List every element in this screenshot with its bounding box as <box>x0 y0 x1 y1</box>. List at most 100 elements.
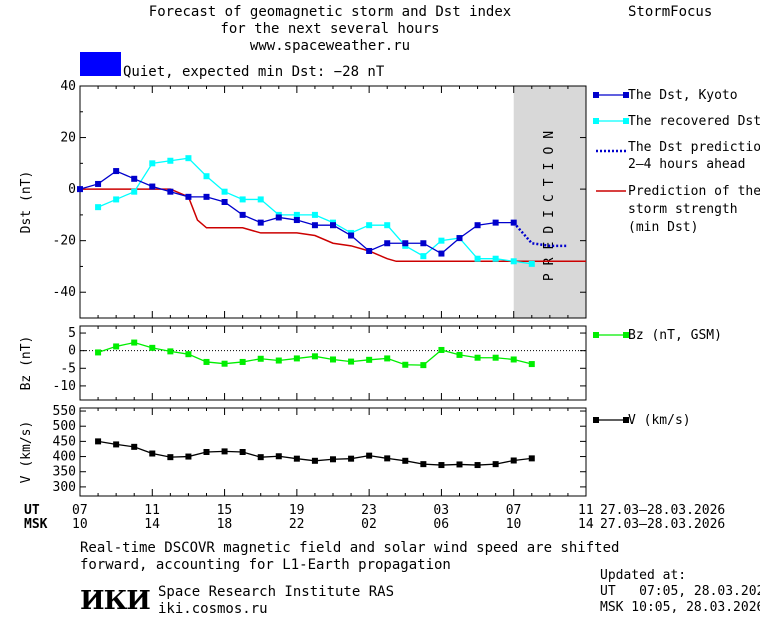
y-tick-label: 0 <box>68 344 76 359</box>
speed-point <box>474 462 481 469</box>
kyoto-dst-point <box>185 193 192 200</box>
status-swatch <box>80 52 121 76</box>
recovered-dst-point <box>366 222 373 229</box>
bz-point <box>402 361 409 368</box>
bz-point <box>438 346 445 353</box>
msk-tick-label: 10 <box>505 517 522 532</box>
plot-frame <box>79 325 587 401</box>
legend-bz-marker <box>623 332 629 338</box>
bz-point <box>203 358 210 365</box>
dst-panel: PREDICTION 40 20 0 -20 -40 Dst (nT) <box>19 79 587 319</box>
y-tick-label: 0 <box>68 182 76 197</box>
kyoto-dst-point <box>95 180 102 187</box>
bz-point <box>239 358 246 365</box>
y-axis-label: V (km/s) <box>19 421 34 484</box>
speed-point <box>456 461 463 468</box>
speed-point <box>257 454 264 461</box>
speed-point <box>275 453 282 460</box>
ut-tick-label: 15 <box>216 503 233 518</box>
updated-msk: MSK 10:05, 28.03.2026 <box>600 600 760 615</box>
status-text: Quiet, expected min Dst: −28 nT <box>123 64 385 80</box>
institute-site[interactable]: iki.cosmos.ru <box>158 601 268 617</box>
y-tick-label: 20 <box>60 131 76 146</box>
legend-storm-label-1: Prediction of the <box>628 184 760 199</box>
speed-point <box>239 449 246 455</box>
speed-point <box>203 449 210 455</box>
y-axis-label: Dst (nT) <box>19 171 34 234</box>
plot-frame <box>79 85 587 319</box>
iki-logo: ИКИ <box>80 586 151 616</box>
kyoto-dst-point <box>221 199 228 205</box>
msk-tick-label: 22 <box>288 517 305 532</box>
recovered-dst-point <box>293 211 300 218</box>
y-tick-label: 550 <box>53 404 76 419</box>
legend-prediction-label-2: 2–4 hours ahead <box>628 157 745 172</box>
y-tick-label: 40 <box>60 79 76 94</box>
speed-point <box>330 456 336 463</box>
legend: The Dst, Kyoto The recovered Dst The Dst p… <box>593 88 760 428</box>
ut-tick-label: 23 <box>361 503 377 518</box>
footer-note-line2: forward, accounting for L1-Earth propaga… <box>80 557 451 573</box>
msk-tick-label: 06 <box>433 517 450 532</box>
ut-date-range: 27.03–28.03.2026 <box>600 503 726 518</box>
kyoto-dst-point <box>293 217 300 224</box>
legend-kyoto-marker <box>623 92 629 98</box>
ut-tick-label: 07 <box>505 503 522 518</box>
speed-point <box>113 441 120 448</box>
bz-point <box>131 339 138 346</box>
msk-tick-label: 14 <box>144 517 160 532</box>
speed-point <box>528 455 535 462</box>
ut-tick-label: 11 <box>144 503 160 518</box>
msk-axis-label: MSK <box>24 517 48 532</box>
bz-point <box>330 356 336 363</box>
msk-tick-label: 02 <box>361 517 377 532</box>
y-tick-label: -5 <box>60 361 76 376</box>
kyoto-dst-point <box>275 214 282 221</box>
forecast-charts: PREDICTION 40 20 0 -20 -40 Dst (nT) 5 0 -5 -10 Bz … <box>19 79 760 497</box>
kyoto-dst-point <box>366 247 373 254</box>
y-tick-label: 300 <box>53 480 76 495</box>
bz-point <box>293 355 300 362</box>
speed-point <box>420 461 427 468</box>
bz-point <box>185 351 192 358</box>
y-tick-label: -40 <box>53 285 76 300</box>
ut-axis-label: UT <box>24 503 40 518</box>
legend-v-marker <box>593 417 599 423</box>
legend-kyoto-marker <box>593 92 599 98</box>
speed-point <box>131 443 138 450</box>
website-link[interactable]: www.spaceweather.ru <box>249 38 411 54</box>
prediction-band <box>513 86 586 318</box>
bz-point <box>348 358 355 365</box>
bz-point <box>221 360 228 367</box>
recovered-dst-point <box>492 255 499 262</box>
recovered-dst-point <box>203 173 210 180</box>
storm-strength-line <box>80 188 586 263</box>
msk-tick-label: 18 <box>216 517 233 532</box>
bz-point <box>257 355 264 362</box>
speed-point <box>311 457 318 464</box>
speed-point <box>221 448 228 455</box>
speed-point <box>348 455 355 462</box>
kyoto-dst-point <box>77 186 83 193</box>
y-tick-label: 5 <box>68 326 76 341</box>
footer-note-line1: Real-time DSCOVR magnetic field and sola… <box>80 540 620 556</box>
y-tick-label: 400 <box>53 450 76 465</box>
legend-kyoto-label: The Dst, Kyoto <box>628 88 738 103</box>
chart-title-line1: Forecast of geomagnetic storm and Dst in… <box>148 4 512 20</box>
speed-point <box>384 455 391 462</box>
y-tick-label: -10 <box>53 379 76 394</box>
recovered-dst-point <box>167 157 174 164</box>
speed-point <box>149 450 156 457</box>
y-tick-label: 450 <box>53 434 76 449</box>
recovered-dst-point <box>384 222 391 229</box>
speed-point <box>167 454 174 461</box>
bz-point <box>492 354 499 361</box>
recovered-dst-point <box>510 258 517 265</box>
updated-label: Updated at: <box>600 568 687 583</box>
kyoto-dst-point <box>420 240 427 247</box>
kyoto-dst-point <box>348 232 355 239</box>
legend-recovered-marker <box>623 118 629 124</box>
recovered-dst-point <box>185 155 192 162</box>
prediction-label: PREDICTION <box>542 123 557 281</box>
